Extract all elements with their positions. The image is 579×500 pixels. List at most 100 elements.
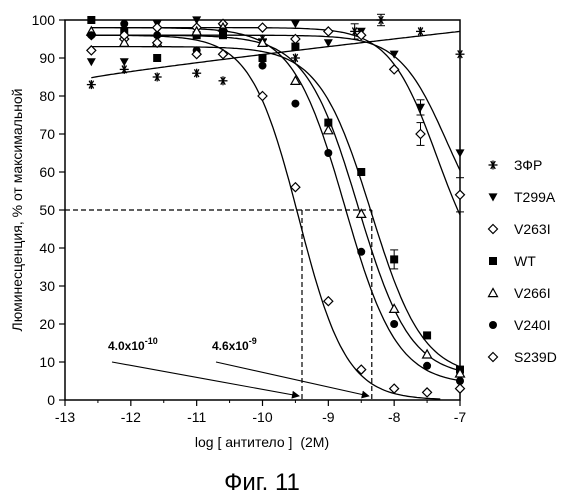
legend-item: WT xyxy=(489,253,536,269)
legend-item: V263I xyxy=(489,221,551,237)
data-point xyxy=(219,27,227,35)
data-point xyxy=(324,27,333,36)
data-point xyxy=(192,69,201,78)
legend-label: V240I xyxy=(514,317,551,333)
annotation-label: 4.0x10-10 xyxy=(108,336,158,353)
data-point xyxy=(423,388,432,397)
y-tick-label: 20 xyxy=(39,316,55,332)
data-point xyxy=(153,73,162,82)
data-point xyxy=(416,27,425,36)
data-point xyxy=(390,320,398,328)
legend-marker xyxy=(489,161,498,170)
annotation-arrow xyxy=(112,362,299,396)
data-point xyxy=(324,297,333,306)
y-tick-label: 80 xyxy=(39,88,55,104)
x-tick-label: -9 xyxy=(322,409,335,425)
y-tick-label: 30 xyxy=(39,278,55,294)
data-point xyxy=(120,58,129,66)
data-point xyxy=(259,54,267,62)
data-point xyxy=(416,130,425,139)
legend-marker xyxy=(489,353,498,362)
data-point xyxy=(291,20,300,28)
annotations: 4.0x10-10 4.6x10-9 xyxy=(108,336,369,396)
annotation-arrow xyxy=(216,362,369,396)
data-point xyxy=(153,23,162,32)
curve-v263i xyxy=(91,28,460,215)
y-axis-title: Люминесценция, % от максимальной xyxy=(9,89,25,332)
data-point xyxy=(357,168,365,176)
legend-marker xyxy=(489,225,498,234)
data-point xyxy=(390,65,399,74)
data-point xyxy=(390,384,399,393)
legend-item: T299A xyxy=(489,189,556,205)
data-point xyxy=(456,190,465,199)
legend: ЗФР T299A V263I WT V266I V240I S239D xyxy=(489,157,557,365)
x-axis-title-main: log [ антитело ] xyxy=(195,434,293,450)
data-point xyxy=(456,149,465,157)
legend-item: S239D xyxy=(489,349,557,365)
y-axis: 0 10 20 30 40 50 60 70 80 90 100 xyxy=(32,12,65,408)
legend-label: V266I xyxy=(514,285,551,301)
annotation-base: 4.6x10 xyxy=(212,339,249,353)
data-point xyxy=(87,58,96,66)
data-point xyxy=(423,350,432,358)
annotation-exponent: -9 xyxy=(249,336,257,346)
y-tick-label: 60 xyxy=(39,164,55,180)
y-tick-label: 100 xyxy=(32,12,56,28)
data-point xyxy=(357,248,365,256)
data-point xyxy=(219,76,228,85)
data-point xyxy=(390,304,399,312)
y-tick-label: 40 xyxy=(39,240,55,256)
legend-label: WT xyxy=(514,253,536,269)
legend-label: S239D xyxy=(514,349,557,365)
series-5 xyxy=(87,20,464,385)
annotation-base: 4.0x10 xyxy=(108,339,145,353)
data-point xyxy=(390,255,398,263)
annotation-exponent: -10 xyxy=(145,336,158,346)
x-tick-label: -12 xyxy=(121,409,141,425)
data-point xyxy=(258,23,267,32)
curve-wt xyxy=(91,47,460,367)
annotation: 4.6x10-9 xyxy=(212,336,369,396)
x-axis-title-unit: (2M) xyxy=(300,434,329,450)
data-point xyxy=(456,50,465,59)
x-tick-label: -7 xyxy=(454,409,467,425)
data-point xyxy=(291,183,300,192)
series-4 xyxy=(87,23,465,377)
x-tick-label: -8 xyxy=(388,409,401,425)
legend-item: ЗФР xyxy=(489,157,543,173)
data-point xyxy=(377,16,386,25)
data-point xyxy=(87,16,95,24)
data-point xyxy=(259,62,267,70)
legend-marker xyxy=(489,193,498,201)
x-tick-label: -11 xyxy=(187,409,206,425)
data-point xyxy=(324,149,332,157)
data-point xyxy=(120,20,128,28)
legend-label: V263I xyxy=(514,221,551,237)
curve-v266i xyxy=(91,35,460,370)
legend-marker xyxy=(489,289,498,297)
y-tick-label: 50 xyxy=(39,202,55,218)
y-tick-label: 10 xyxy=(39,354,55,370)
figure-caption: Фиг. 11 xyxy=(224,469,300,496)
data-point xyxy=(87,80,96,89)
data-point xyxy=(423,362,431,370)
reference-lines xyxy=(65,210,372,400)
data-point xyxy=(87,31,95,39)
data-point xyxy=(456,384,465,393)
x-tick-label: -10 xyxy=(252,409,272,425)
data-point xyxy=(423,331,431,339)
y-tick-label: 70 xyxy=(39,126,55,142)
legend-label: ЗФР xyxy=(514,157,542,173)
y-tick-label: 0 xyxy=(47,392,55,408)
data-point xyxy=(291,43,299,51)
x-tick-label: -13 xyxy=(55,409,75,425)
y-tick-label: 90 xyxy=(39,50,55,66)
annotation-label: 4.6x10-9 xyxy=(212,336,257,353)
annotation: 4.0x10-10 xyxy=(108,336,299,396)
legend-label: T299A xyxy=(514,189,556,205)
data-point xyxy=(153,54,161,62)
legend-marker xyxy=(489,321,497,329)
x-axis-title: log [ антитело ] (2M) xyxy=(195,434,329,450)
